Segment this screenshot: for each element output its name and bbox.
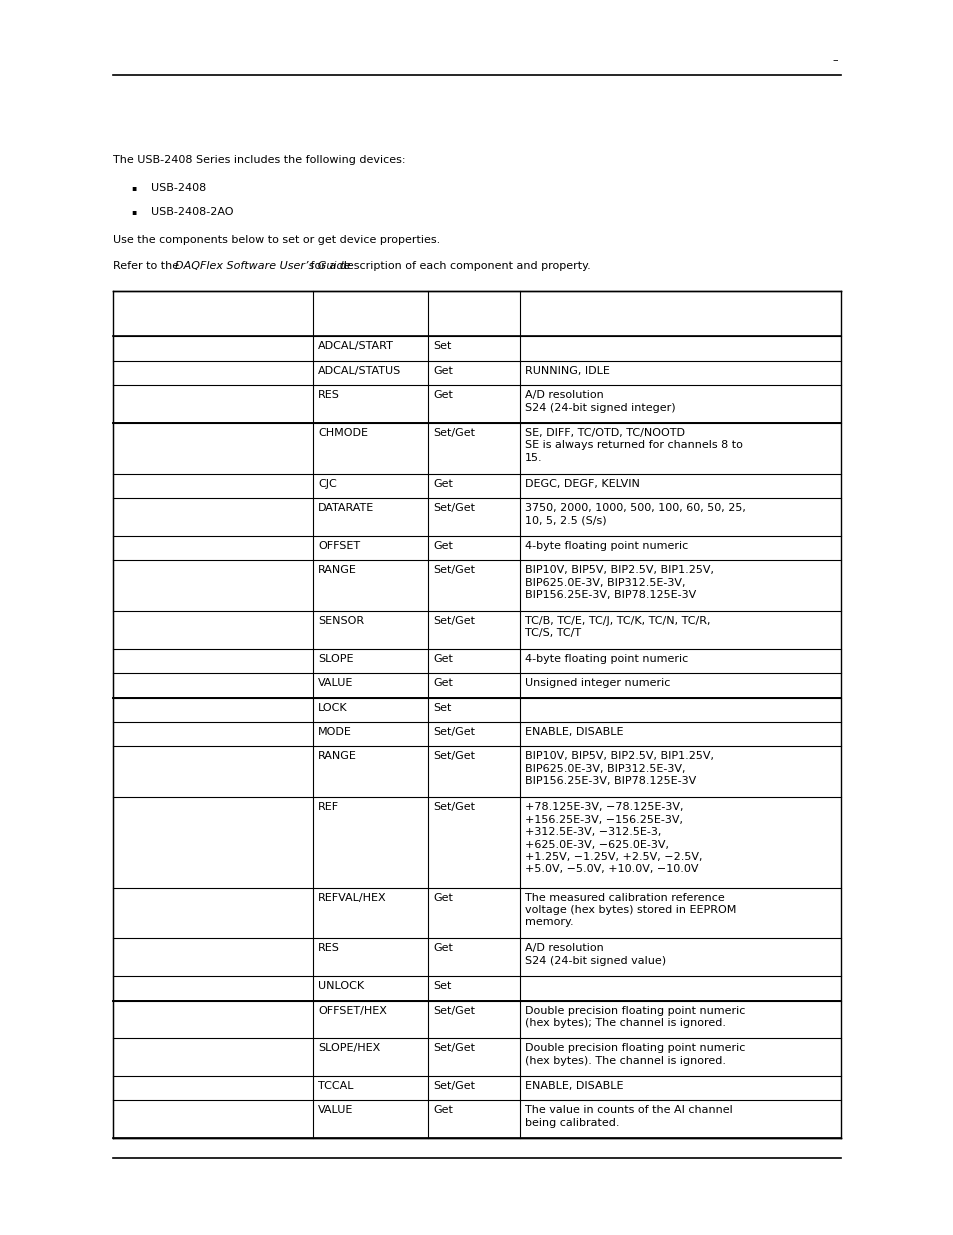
- Text: Double precision floating point numeric
(hex bytes). The channel is ignored.: Double precision floating point numeric …: [524, 1044, 744, 1066]
- Text: RUNNING, IDLE: RUNNING, IDLE: [524, 366, 609, 375]
- Text: TCCAL: TCCAL: [317, 1081, 354, 1091]
- Text: Set/Get: Set/Get: [433, 427, 475, 437]
- Text: Set: Set: [433, 341, 451, 351]
- Text: RES: RES: [317, 390, 339, 400]
- Text: Get: Get: [433, 653, 453, 663]
- Text: SLOPE: SLOPE: [317, 653, 354, 663]
- Text: RANGE: RANGE: [317, 566, 356, 576]
- Text: ▪: ▪: [131, 207, 136, 216]
- Text: Get: Get: [433, 944, 453, 953]
- Text: OFFSET: OFFSET: [317, 541, 359, 551]
- Text: 3750, 2000, 1000, 500, 100, 60, 50, 25,
10, 5, 2.5 (S/s): 3750, 2000, 1000, 500, 100, 60, 50, 25, …: [524, 503, 745, 525]
- Text: Set/Get: Set/Get: [433, 1081, 475, 1091]
- Text: ADCAL/START: ADCAL/START: [317, 341, 394, 351]
- Text: Refer to the: Refer to the: [112, 261, 182, 270]
- Text: MODE: MODE: [317, 727, 352, 737]
- Text: Set/Get: Set/Get: [433, 503, 475, 513]
- Text: VALUE: VALUE: [317, 678, 353, 688]
- Text: for a description of each component and property.: for a description of each component and …: [307, 261, 590, 270]
- Text: Set/Get: Set/Get: [433, 1044, 475, 1053]
- Text: ENABLE, DISABLE: ENABLE, DISABLE: [524, 1081, 623, 1091]
- Text: REF: REF: [317, 803, 338, 813]
- Text: BIP10V, BIP5V, BIP2.5V, BIP1.25V,
BIP625.0E-3V, BIP312.5E-3V,
BIP156.25E-3V, BIP: BIP10V, BIP5V, BIP2.5V, BIP1.25V, BIP625…: [524, 566, 713, 600]
- Text: BIP10V, BIP5V, BIP2.5V, BIP1.25V,
BIP625.0E-3V, BIP312.5E-3V,
BIP156.25E-3V, BIP: BIP10V, BIP5V, BIP2.5V, BIP1.25V, BIP625…: [524, 752, 713, 787]
- Text: CJC: CJC: [317, 479, 336, 489]
- Text: UNLOCK: UNLOCK: [317, 981, 364, 992]
- Text: Set/Get: Set/Get: [433, 727, 475, 737]
- Text: SE, DIFF, TC/OTD, TC/NOOTD
SE is always returned for channels 8 to
15.: SE, DIFF, TC/OTD, TC/NOOTD SE is always …: [524, 427, 742, 463]
- Text: Use the components below to set or get device properties.: Use the components below to set or get d…: [112, 235, 439, 245]
- Text: Double precision floating point numeric
(hex bytes); The channel is ignored.: Double precision floating point numeric …: [524, 1005, 744, 1028]
- Text: Set/Get: Set/Get: [433, 752, 475, 762]
- Text: A/D resolution
S24 (24-bit signed value): A/D resolution S24 (24-bit signed value): [524, 944, 665, 966]
- Text: Set/Get: Set/Get: [433, 1005, 475, 1015]
- Text: TC/B, TC/E, TC/J, TC/K, TC/N, TC/R,
TC/S, TC/T: TC/B, TC/E, TC/J, TC/K, TC/N, TC/R, TC/S…: [524, 616, 710, 638]
- Text: CHMODE: CHMODE: [317, 427, 368, 437]
- Text: OFFSET/HEX: OFFSET/HEX: [317, 1005, 387, 1015]
- Text: Set/Get: Set/Get: [433, 616, 475, 626]
- Text: Set: Set: [433, 981, 451, 992]
- Text: Unsigned integer numeric: Unsigned integer numeric: [524, 678, 670, 688]
- Text: +78.125E-3V, −78.125E-3V,
+156.25E-3V, −156.25E-3V,
+312.5E-3V, −312.5E-3,
+625.: +78.125E-3V, −78.125E-3V, +156.25E-3V, −…: [524, 803, 701, 874]
- Text: The USB-2408 Series includes the following devices:: The USB-2408 Series includes the followi…: [112, 156, 405, 165]
- Text: REFVAL/HEX: REFVAL/HEX: [317, 893, 386, 903]
- Text: Get: Get: [433, 678, 453, 688]
- Text: ENABLE, DISABLE: ENABLE, DISABLE: [524, 727, 623, 737]
- Text: DAQFlex Software User’s Guide: DAQFlex Software User’s Guide: [174, 261, 350, 270]
- Text: Get: Get: [433, 893, 453, 903]
- Text: Get: Get: [433, 479, 453, 489]
- Text: –: –: [831, 56, 837, 65]
- Text: Set: Set: [433, 703, 451, 713]
- Text: The measured calibration reference
voltage (hex bytes) stored in EEPROM
memory.: The measured calibration reference volta…: [524, 893, 736, 927]
- Text: 4-byte floating point numeric: 4-byte floating point numeric: [524, 541, 687, 551]
- Text: LOCK: LOCK: [317, 703, 347, 713]
- Text: SENSOR: SENSOR: [317, 616, 364, 626]
- Text: A/D resolution
S24 (24-bit signed integer): A/D resolution S24 (24-bit signed intege…: [524, 390, 675, 412]
- Text: DEGC, DEGF, KELVIN: DEGC, DEGF, KELVIN: [524, 479, 639, 489]
- Text: Get: Get: [433, 390, 453, 400]
- Text: Get: Get: [433, 366, 453, 375]
- Text: ADCAL/STATUS: ADCAL/STATUS: [317, 366, 401, 375]
- Text: VALUE: VALUE: [317, 1105, 353, 1115]
- Text: Get: Get: [433, 1105, 453, 1115]
- Text: SLOPE/HEX: SLOPE/HEX: [317, 1044, 380, 1053]
- Text: ▪: ▪: [131, 183, 136, 191]
- Text: The value in counts of the AI channel
being calibrated.: The value in counts of the AI channel be…: [524, 1105, 732, 1128]
- Text: 4-byte floating point numeric: 4-byte floating point numeric: [524, 653, 687, 663]
- Text: RES: RES: [317, 944, 339, 953]
- Text: Set/Get: Set/Get: [433, 803, 475, 813]
- Text: USB-2408: USB-2408: [151, 183, 206, 193]
- Text: RANGE: RANGE: [317, 752, 356, 762]
- Text: USB-2408-2AO: USB-2408-2AO: [151, 207, 233, 217]
- Text: Get: Get: [433, 541, 453, 551]
- Text: DATARATE: DATARATE: [317, 503, 374, 513]
- Text: Set/Get: Set/Get: [433, 566, 475, 576]
